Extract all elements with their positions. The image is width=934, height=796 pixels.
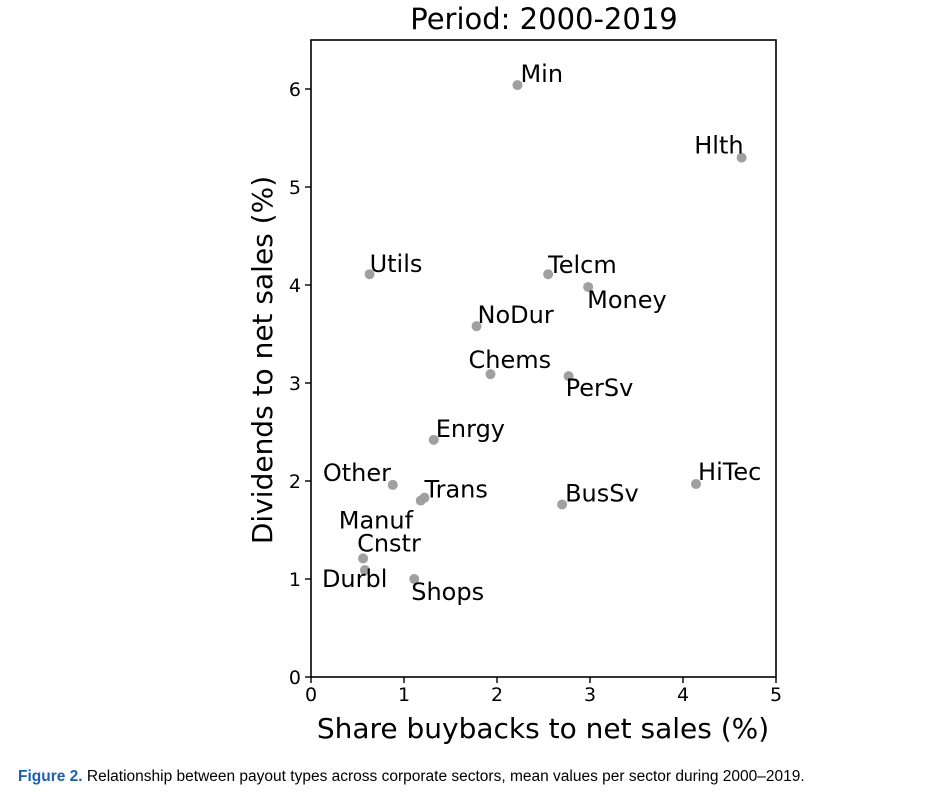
data-points: Min Hlth Utils Telcm Money NoDur Chems PerSv Enr… — [322, 60, 761, 606]
point-label-hitec: HiTec — [698, 458, 761, 486]
data-point-hitec — [691, 478, 702, 489]
y-tick-label: 1 — [289, 569, 301, 591]
data-point-enrgy — [428, 434, 439, 445]
point-label-enrgy: Enrgy — [436, 415, 505, 443]
y-axis-label: Dividends to net sales (%) — [246, 176, 279, 544]
point-label-utils: Utils — [370, 250, 423, 278]
chart-title: Period: 2000-2019 — [410, 2, 678, 36]
data-point-utils — [364, 269, 375, 280]
point-label-nodur: NoDur — [478, 301, 554, 329]
point-label-shops: Shops — [411, 578, 484, 606]
point-label-min: Min — [520, 60, 563, 88]
data-point-persv — [563, 371, 574, 382]
y-tick-label: 4 — [289, 275, 301, 297]
scatter-chart: Period: 2000-2019 0 1 2 3 4 5 0 1 2 3 4 5 6 Min Hlth… — [246, 2, 782, 745]
point-label-durbl: Durbl — [322, 565, 387, 593]
y-axis: 0 1 2 3 4 5 6 — [289, 79, 311, 689]
x-tick-label: 5 — [770, 684, 782, 706]
y-tick-label: 3 — [289, 373, 301, 395]
x-tick-label: 3 — [584, 684, 596, 706]
data-point-other — [387, 479, 398, 490]
data-point-bussv — [557, 499, 568, 510]
point-label-manuf: Manuf — [339, 507, 414, 535]
point-label-other: Other — [323, 459, 391, 487]
x-axis-label: Share buybacks to net sales (%) — [317, 712, 769, 745]
point-label-cnstr: Cnstr — [357, 529, 421, 557]
point-label-bussv: BusSv — [565, 480, 639, 508]
caption-text: Relationship between payout types across… — [82, 768, 805, 785]
data-point-chems — [485, 369, 496, 380]
data-point-money — [583, 281, 594, 292]
point-label-money: Money — [587, 286, 667, 314]
data-point-manuf — [415, 495, 426, 506]
point-label-hlth: Hlth — [694, 132, 743, 160]
data-point-shops — [409, 574, 420, 584]
figure-caption: Figure 2. Relationship between payout ty… — [18, 768, 918, 786]
x-tick-label: 1 — [398, 684, 410, 706]
point-label-trans: Trans — [423, 476, 487, 504]
point-label-telcm: Telcm — [547, 251, 617, 279]
figure-label: Figure 2. — [18, 768, 83, 785]
x-tick-label: 4 — [677, 684, 689, 706]
y-tick-label: 2 — [289, 471, 301, 493]
data-point-nodur — [471, 321, 482, 332]
data-point-hlth — [736, 152, 747, 163]
x-tick-label: 0 — [305, 684, 317, 706]
data-point-telcm — [543, 269, 554, 280]
y-tick-label: 6 — [289, 79, 301, 101]
y-tick-label: 5 — [289, 177, 301, 199]
y-tick-label: 0 — [289, 667, 301, 689]
plot-frame — [310, 39, 777, 678]
data-point-cnstr — [358, 553, 369, 564]
x-axis: 0 1 2 3 4 5 — [305, 677, 782, 706]
data-point-min — [512, 80, 523, 91]
point-label-chems: Chems — [468, 346, 551, 374]
point-label-persv: PerSv — [566, 374, 634, 402]
data-point-durbl — [359, 565, 370, 576]
x-tick-label: 2 — [491, 684, 503, 706]
